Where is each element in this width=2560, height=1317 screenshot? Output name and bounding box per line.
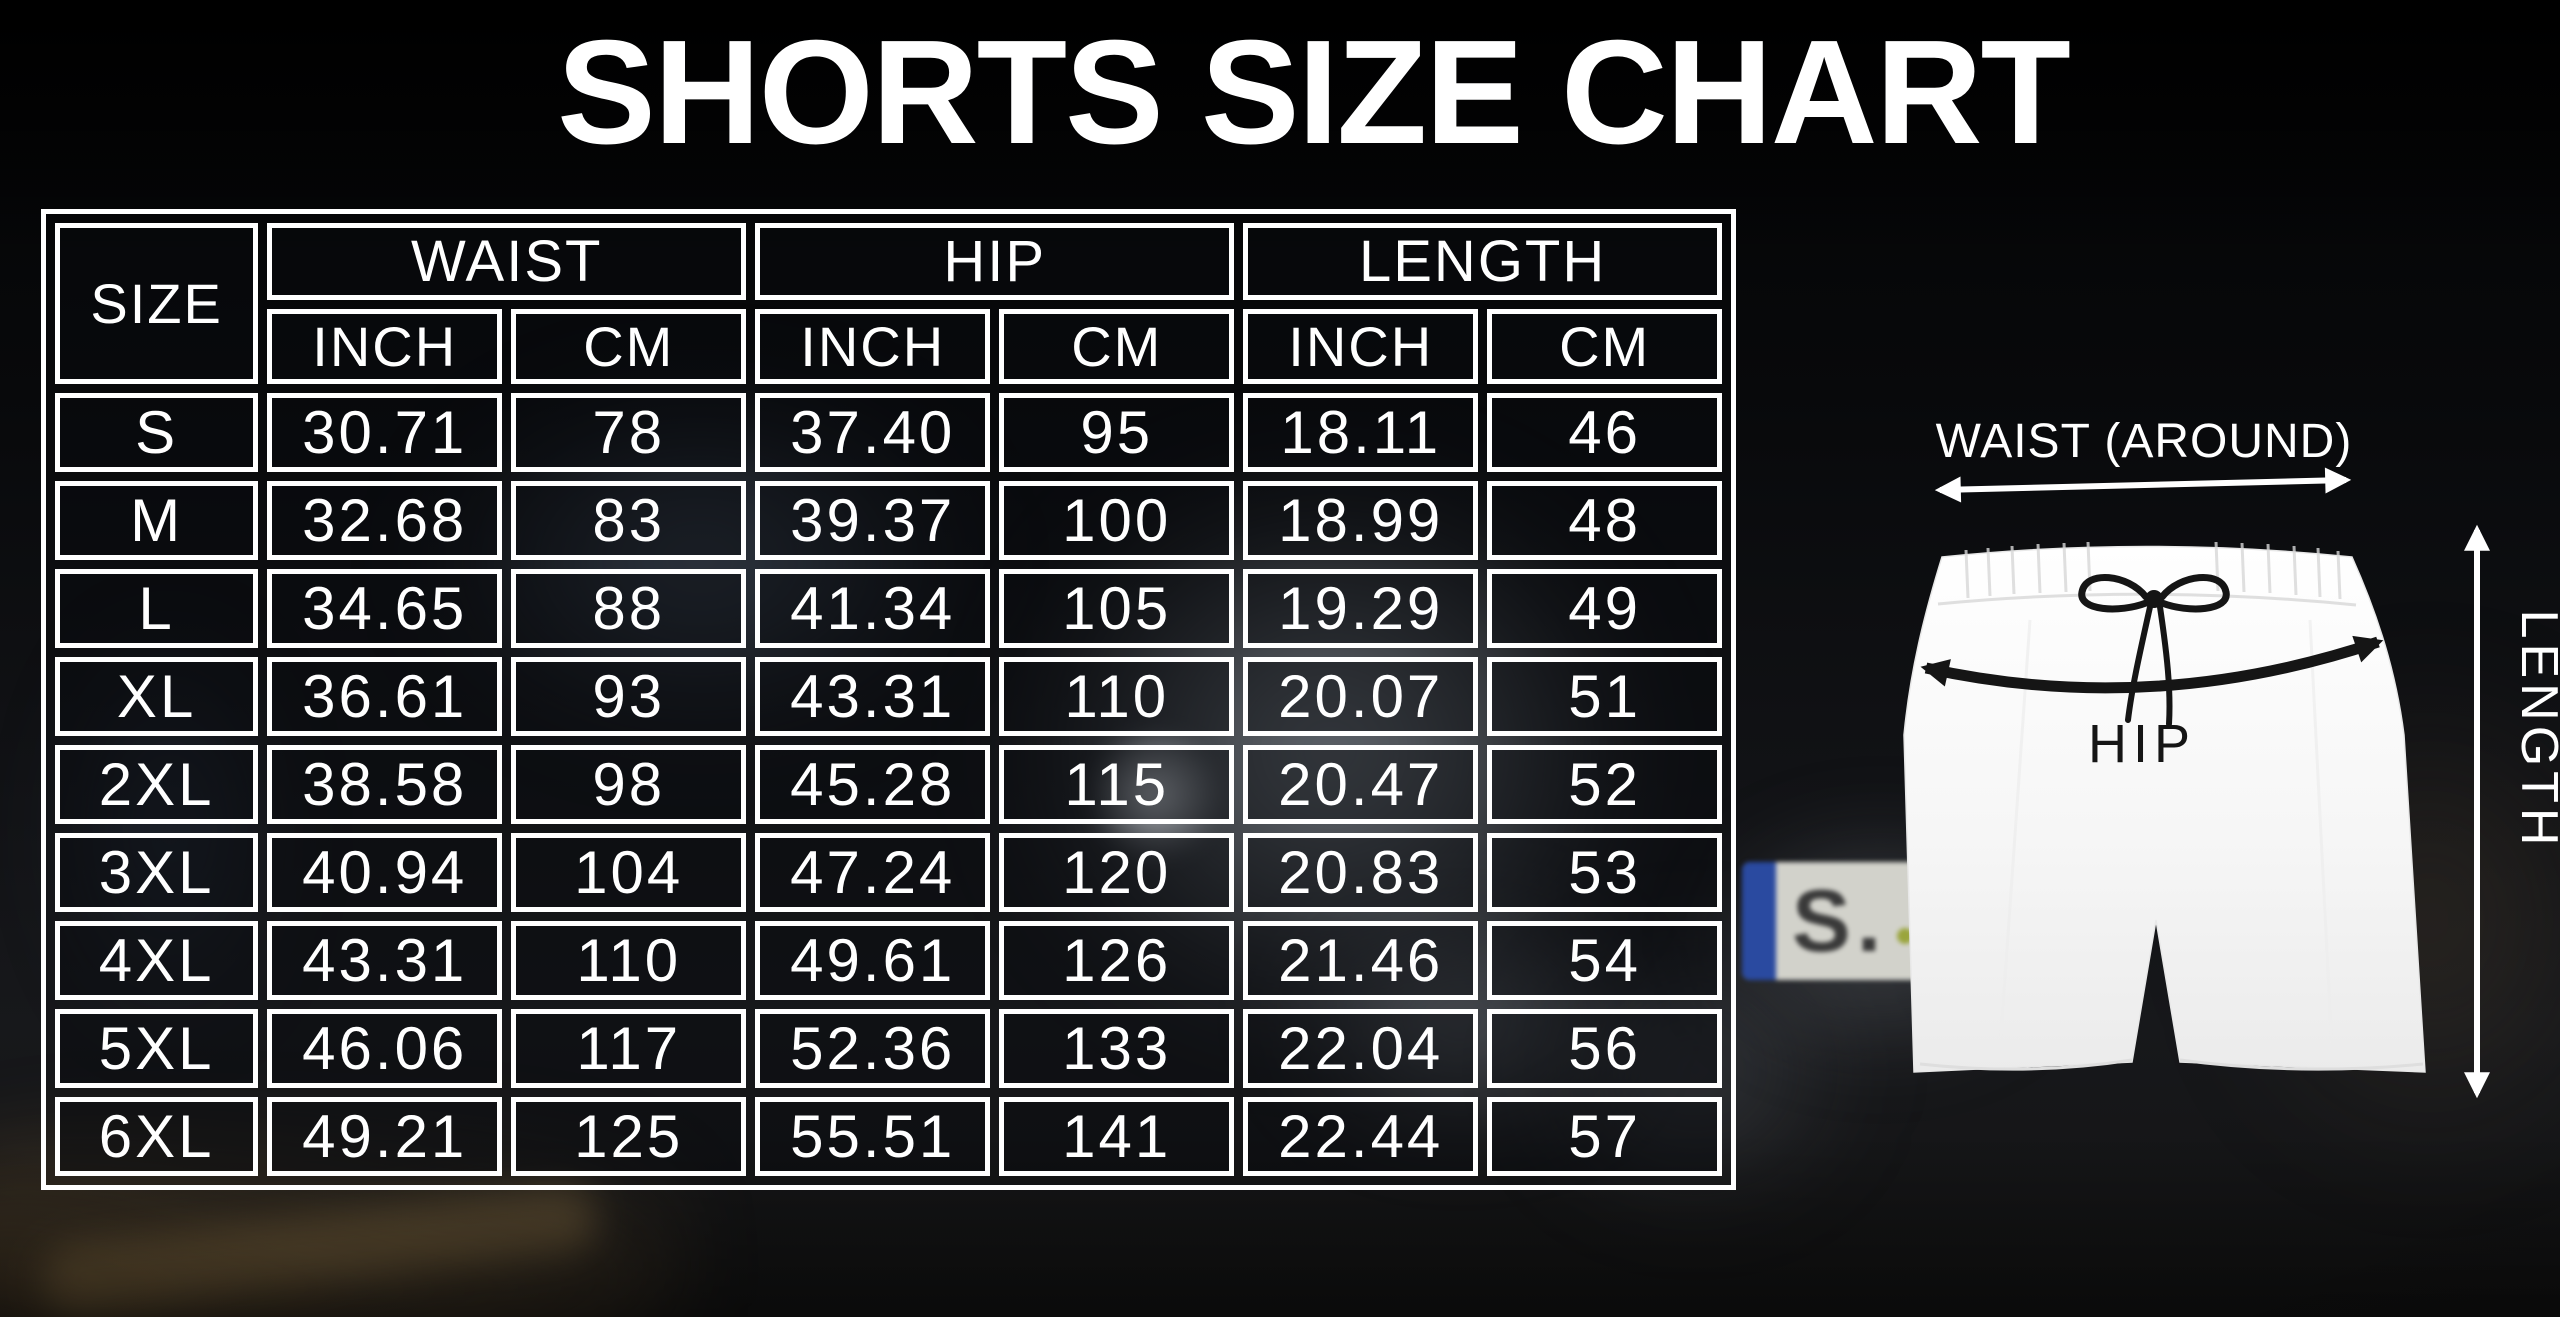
size-cell: M	[55, 481, 259, 560]
value-cell: 88	[511, 569, 747, 648]
header-hip: HIP	[755, 223, 1235, 300]
value-cell: 117	[511, 1009, 747, 1088]
value-cell: 19.29	[1243, 569, 1479, 648]
table-row: 2XL 38.58 98 45.28 115 20.47 52	[55, 745, 1722, 824]
value-cell: 40.94	[267, 833, 503, 912]
size-cell: L	[55, 569, 259, 648]
length-label: LENGTH	[2510, 610, 2560, 851]
table-row: 6XL 49.21 125 55.51 141 22.44 57	[55, 1097, 1722, 1176]
value-cell: 36.61	[267, 657, 503, 736]
value-cell: 20.07	[1243, 657, 1479, 736]
header-size: SIZE	[55, 223, 259, 384]
value-cell: 34.65	[267, 569, 503, 648]
value-cell: 22.44	[1243, 1097, 1479, 1176]
value-cell: 32.68	[267, 481, 503, 560]
header-length: LENGTH	[1243, 223, 1722, 300]
size-cell: 3XL	[55, 833, 259, 912]
value-cell: 46	[1487, 393, 1722, 472]
value-cell: 57	[1487, 1097, 1722, 1176]
value-cell: 41.34	[755, 569, 991, 648]
page-title: SHORTS SIZE CHART	[557, 10, 2071, 175]
value-cell: 83	[511, 481, 747, 560]
value-cell: 104	[511, 833, 747, 912]
value-cell: 48	[1487, 481, 1722, 560]
fabric-creases	[1998, 619, 2334, 1051]
value-cell: 78	[511, 393, 747, 472]
value-cell: 49	[1487, 569, 1722, 648]
table-row: XL 36.61 93 43.31 110 20.07 51	[55, 657, 1722, 736]
waist-arrow-icon	[1934, 467, 2352, 503]
value-cell: 125	[511, 1097, 747, 1176]
size-cell: 5XL	[55, 1009, 259, 1088]
header-waist-cm: CM	[511, 309, 747, 384]
table-row: M 32.68 83 39.37 100 18.99 48	[55, 481, 1722, 560]
value-cell: 51	[1487, 657, 1722, 736]
header-length-inch: INCH	[1243, 309, 1479, 384]
size-cell: S	[55, 393, 259, 472]
value-cell: 110	[999, 657, 1235, 736]
value-cell: 49.21	[267, 1097, 503, 1176]
shorts-graphic	[1903, 541, 2426, 1073]
size-cell: 6XL	[55, 1097, 259, 1176]
table-row: 3XL 40.94 104 47.24 120 20.83 53	[55, 833, 1722, 912]
value-cell: 43.31	[755, 657, 991, 736]
waist-label: WAIST (AROUND)	[1936, 415, 2353, 468]
table-row: L 34.65 88 41.34 105 19.29 49	[55, 569, 1722, 648]
value-cell: 100	[999, 481, 1235, 560]
shorts-diagram: WAIST (AROUND) HIP LENGTH	[1903, 415, 2560, 1099]
table-body: S 30.71 78 37.40 95 18.11 46 M 32.68 83 39.37 100 18…	[55, 393, 1722, 1176]
value-cell: 22.04	[1243, 1009, 1479, 1088]
plate-text: S.	[1792, 871, 1888, 970]
value-cell: 105	[999, 569, 1235, 648]
size-chart-table: SIZE WAIST HIP LENGTH INCH CM INCH CM IN…	[41, 209, 1736, 1190]
header-hip-inch: INCH	[755, 309, 991, 384]
value-cell: 93	[511, 657, 747, 736]
size-cell: 2XL	[55, 745, 259, 824]
value-cell: 21.46	[1243, 921, 1479, 1000]
plate-euro-band	[1742, 862, 1776, 980]
value-cell: 55.51	[755, 1097, 991, 1176]
value-cell: 133	[999, 1009, 1235, 1088]
size-cell: XL	[55, 657, 259, 736]
value-cell: 56	[1487, 1009, 1722, 1088]
hip-arrow-icon	[1920, 635, 2384, 694]
value-cell: 120	[999, 833, 1235, 912]
value-cell: 110	[511, 921, 747, 1000]
value-cell: 30.71	[267, 393, 503, 472]
value-cell: 37.40	[755, 393, 991, 472]
header-hip-cm: CM	[999, 309, 1235, 384]
value-cell: 53	[1487, 833, 1722, 912]
value-cell: 126	[999, 921, 1235, 1000]
size-cell: 4XL	[55, 921, 259, 1000]
value-cell: 46.06	[267, 1009, 503, 1088]
table-row: 4XL 43.31 110 49.61 126 21.46 54	[55, 921, 1722, 1000]
value-cell: 98	[511, 745, 747, 824]
value-cell: 45.28	[755, 745, 991, 824]
value-cell: 18.11	[1243, 393, 1479, 472]
hip-label: HIP	[2088, 714, 2196, 774]
table-header: SIZE WAIST HIP LENGTH INCH CM INCH CM IN…	[55, 223, 1722, 384]
value-cell: 115	[999, 745, 1235, 824]
value-cell: 38.58	[267, 745, 503, 824]
header-waist: WAIST	[267, 223, 747, 300]
value-cell: 47.24	[755, 833, 991, 912]
value-cell: 18.99	[1243, 481, 1479, 560]
value-cell: 52.36	[755, 1009, 991, 1088]
waistband-gathers	[1964, 541, 2342, 600]
table-row: 5XL 46.06 117 52.36 133 22.04 56	[55, 1009, 1722, 1088]
value-cell: 54	[1487, 921, 1722, 1000]
value-cell: 39.37	[755, 481, 991, 560]
header-waist-inch: INCH	[267, 309, 503, 384]
value-cell: 49.61	[755, 921, 991, 1000]
header-length-cm: CM	[1487, 309, 1722, 384]
value-cell: 141	[999, 1097, 1235, 1176]
table-row: S 30.71 78 37.40 95 18.11 46	[55, 393, 1722, 472]
value-cell: 43.31	[267, 921, 503, 1000]
value-cell: 52	[1487, 745, 1722, 824]
value-cell: 95	[999, 393, 1235, 472]
value-cell: 20.47	[1243, 745, 1479, 824]
leg-hems	[1919, 1058, 2424, 1071]
value-cell: 20.83	[1243, 833, 1479, 912]
